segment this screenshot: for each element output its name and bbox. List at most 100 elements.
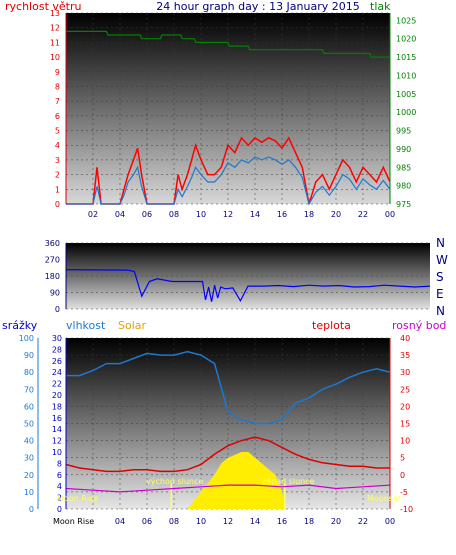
compass-e: E [436,287,444,301]
compass-w: W [436,253,448,267]
panel3-temp-tick: 0 [400,471,405,480]
panel1-grid [66,12,391,205]
solar-header: Solar [118,319,147,332]
panel3-humidity-tick: 90 [24,351,34,360]
temperature-header: teplota [312,319,351,332]
panel1-left-tick: 3 [55,156,60,165]
panel3-temp-tick: 15 [400,420,410,429]
panel3-humidity-tick: 10 [24,488,34,497]
panel1-left-tick: 8 [55,82,60,91]
panel1-x-tick: 10 [196,210,206,219]
panel2-tick: 270 [45,256,60,265]
panel1-left-tick: 12 [50,24,60,33]
panel3-rain-tick: 4 [57,482,62,491]
panel3-x-tick: 22 [358,517,368,526]
panel3-rain-tick: 12 [52,437,62,446]
panel3-x-tick: 00 [385,517,395,526]
panel1-left-tick: 6 [55,112,60,121]
panel1-left-tick: 4 [55,141,60,150]
panel3-humidity-tick: 0 [29,505,34,514]
panel3-temp-tick: -5 [400,488,408,497]
chart-title: 24 hour graph day : 13 January 2015 [156,0,360,13]
sunset-annotation: západ slunce [262,477,315,486]
wind-speed-header: rychlost větru [5,0,81,13]
panel1-x-tick: 08 [169,210,179,219]
panel3-rain-tick: 16 [52,414,62,423]
rain-header: srážky [2,319,38,332]
panel1-x-tick: 02 [88,210,98,219]
panel3-rain-tick: 8 [57,459,62,468]
panel3-x-tick: 04 [115,517,125,526]
panel3-humidity-tick: 20 [24,471,34,480]
panel3-rain-tick: 22 [52,380,62,389]
panel3-humidity-tick: 80 [24,368,34,377]
panel2-tick: 360 [45,239,60,248]
panel1-left-tick: 9 [55,68,60,77]
panel3-x-tick: 20 [331,517,341,526]
panel3-temp-tick: 20 [400,402,410,411]
panel2-tick: 90 [50,289,60,298]
moonrise-bottom-label: Moon Rise [53,517,94,526]
sunrise-annotation: východ slunce [146,477,203,486]
wind-gust-line [66,136,391,205]
panel1-right-tick: 985 [396,163,411,172]
panel2-series [65,269,431,303]
panel1-x-tick: 06 [142,210,152,219]
panel1-right-tick: 1005 [396,90,416,99]
wind-average-line [66,156,391,206]
panel3-rain-tick: 14 [52,425,62,434]
solar-area [187,452,285,509]
panel1-right-tick: 1020 [396,35,416,44]
panel3-rain-tick: 24 [52,368,62,377]
compass-n-bottom: N [436,304,445,318]
dewpoint-line [65,484,391,493]
panel1-x-tick: 20 [331,210,341,219]
panel1-right-tick: 980 [396,182,411,191]
panel3-temp-tick: 30 [400,368,410,377]
panel2-tick: 0 [55,305,60,314]
panel3-rain-tick: 30 [52,334,62,343]
panel3-humidity-tick: 40 [24,437,34,446]
panel3-x-tick: 08 [169,517,179,526]
panel3-rain-tick: 0 [57,505,62,514]
panel3-humidity-tick: 70 [24,385,34,394]
panel1-x-tick: 14 [250,210,260,219]
panel1-x-tick: 00 [385,210,395,219]
panel3-x-tick: 12 [223,517,233,526]
panel3-rain-tick: 18 [52,402,62,411]
panel3-temp-tick: 10 [400,437,410,446]
panel3-x-tick: 10 [196,517,206,526]
panel1-left-tick: 10 [50,53,60,62]
panel1-right-tick: 990 [396,145,411,154]
humidity-header: vlhkost [66,319,106,332]
panel1-x-tick: 22 [358,210,368,219]
humidity-line [66,350,391,425]
pressure-line [66,30,390,58]
panel3-rain-tick: 20 [52,391,62,400]
panel1-right-tick: 1000 [396,108,416,117]
temperature-line [65,436,390,473]
panel3-temp-tick: 40 [400,334,410,343]
panel3-rain-tick: 10 [52,448,62,457]
panel3-humidity-tick: 60 [24,402,34,411]
panel3-x-tick: 06 [142,517,152,526]
pressure-header: tlak [370,0,391,13]
panel1-axes: 0123456789101112139759809859909951000100… [50,9,417,219]
panel3-temp-tick: -10 [400,505,413,514]
panel1-right-tick: 1025 [396,16,416,25]
dewpoint-header: rosný bod [392,319,446,332]
panel1-left-tick: 13 [50,9,60,18]
panel2-grid [66,242,430,310]
panel3-x-tick: 14 [250,517,260,526]
panel3-x-tick: 16 [277,517,287,526]
panel2-axes: 360 270 180 90 0 [45,239,67,314]
panel1-left-tick: 1 [55,185,60,194]
panel1-x-tick: 18 [304,210,314,219]
panel1-right-tick: 995 [396,127,411,136]
panel1-series [66,30,391,206]
panel3-temp-tick: 35 [400,351,410,360]
panel3-rain-tick: 26 [52,357,62,366]
panel1-left-tick: 2 [55,171,60,180]
panel3-humidity-tick: 30 [24,454,34,463]
